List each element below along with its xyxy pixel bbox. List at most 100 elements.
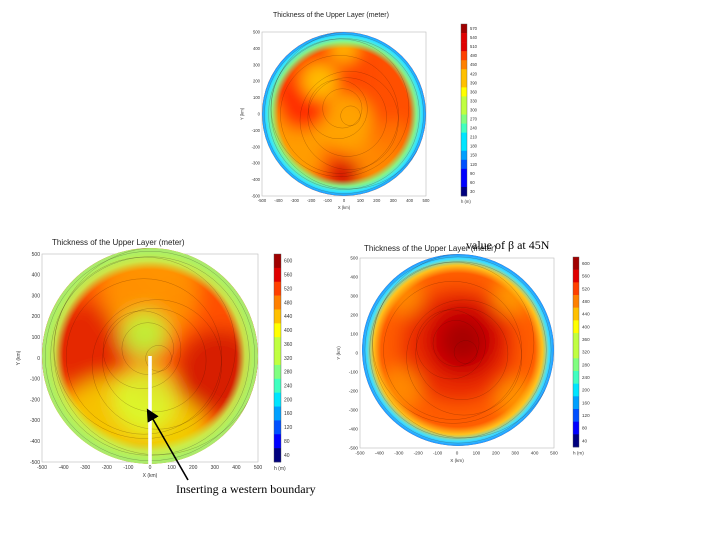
colorbar-swatch: [274, 309, 281, 324]
colorbar-swatch: [573, 333, 579, 346]
colorbar-tick-label: 80: [284, 439, 290, 445]
y-tick-label: -400: [349, 427, 359, 432]
x-tick-label: 0: [456, 451, 459, 456]
x-tick-label: -100: [433, 451, 443, 456]
x-tick-label: 500: [550, 451, 558, 456]
colorbar-tick-label: 120: [284, 425, 293, 431]
colorbar-tick-label: 600: [284, 259, 293, 265]
colorbar-tick-label: 560: [284, 273, 293, 279]
colorbar-tick-label: 360: [284, 342, 293, 348]
colorbar-swatch: [274, 351, 281, 366]
y-tick-label: 0: [258, 111, 261, 116]
y-axis-label: Y (km): [240, 107, 245, 120]
colorbar-tick-label: 40: [582, 438, 588, 443]
colorbar-swatch: [461, 24, 467, 34]
colorbar-frame: [572, 256, 580, 448]
plot-title: Thickness of the Upper Layer (meter): [52, 238, 185, 247]
colorbar-swatch: [573, 409, 579, 422]
left-thickness-plot: Thickness of the Upper Layer (meter) -50…: [16, 234, 300, 479]
x-tick-label: -400: [274, 198, 283, 203]
x-tick-label: 200: [492, 451, 500, 456]
y-tick-label: 500: [350, 256, 358, 261]
colorbar-swatch: [461, 159, 467, 170]
y-tick-label: -300: [30, 418, 40, 424]
colorbar-swatch: [274, 434, 281, 449]
heatmap-svg: -500 -400 -300 -200 -100 0 100 200 300 400 5005004…: [240, 23, 478, 210]
colorbar-tick-label: 480: [582, 299, 590, 304]
colorbar-swatch: [573, 269, 579, 283]
colorbar-tick-label: 570: [470, 26, 478, 31]
colorbar-swatch: [461, 42, 467, 52]
thickness-field: [362, 254, 554, 446]
colorbar-swatch: [573, 421, 579, 435]
colorbar-tick-label: 200: [582, 388, 590, 393]
colorbar-label: h (m): [573, 451, 584, 456]
x-tick-label: 300: [211, 465, 220, 471]
colorbar-tick-label: 200: [284, 397, 293, 403]
x-tick-label: -300: [394, 451, 404, 456]
colorbar-swatch: [573, 307, 579, 321]
colorbar-swatch: [573, 320, 579, 334]
colorbar-swatch: [274, 281, 281, 296]
colorbar-swatch: [461, 96, 467, 106]
colorbar-tick-label: 150: [470, 153, 478, 158]
y-tick-label: 100: [350, 332, 358, 337]
x-tick-label: 400: [232, 465, 241, 471]
y-tick-label: 100: [32, 335, 41, 341]
x-tick-label: -100: [323, 198, 332, 203]
colorbar-swatch: [461, 69, 467, 79]
colorbar-tick-label: 120: [470, 162, 478, 167]
y-tick-label: 200: [253, 79, 261, 84]
colorbar-swatch: [274, 364, 281, 380]
colorbar-swatch: [274, 323, 281, 338]
colorbar-swatch: [461, 186, 467, 197]
colorbar-label: h (m): [461, 199, 471, 204]
western-boundary-barrier: [148, 356, 152, 464]
colorbar-tick-label: 320: [582, 350, 590, 355]
colorbar-tick-label: 90: [470, 171, 475, 176]
colorbar-tick-label: 240: [582, 375, 590, 380]
colorbar-tick-label: 80: [582, 426, 588, 431]
thickness-field: [42, 248, 258, 464]
colorbar-swatch: [461, 123, 467, 133]
colorbar-swatch: [573, 282, 579, 296]
colorbar-tick-label: 360: [582, 337, 590, 342]
y-tick-label: -300: [252, 161, 261, 166]
colorbar-tick-label: 520: [284, 286, 293, 292]
boundary-annotation: Inserting a western boundary: [176, 482, 316, 496]
colorbar-tick-label: 420: [470, 71, 478, 76]
colorbar-swatch: [461, 87, 467, 97]
y-tick-label: 400: [253, 46, 261, 51]
y-tick-label: 300: [350, 294, 358, 299]
top-thickness-plot: Thickness of the Upper Layer (meter) -50…: [240, 8, 490, 210]
colorbar-label: h (m): [274, 466, 286, 472]
heatmap-svg: -500 -400 -300 -200 -100 0 100 200 300 400 5005004…: [16, 248, 293, 479]
y-tick-label: 500: [253, 29, 261, 34]
y-tick-label: 400: [32, 273, 41, 279]
x-tick-label: 0: [343, 198, 346, 203]
x-tick-label: -200: [102, 465, 112, 471]
y-tick-label: 400: [350, 275, 358, 280]
y-tick-label: 200: [350, 313, 358, 318]
colorbar-swatch: [274, 295, 281, 310]
right-thickness-plot: Thickness of the Upper Layer (meter) -50…: [336, 240, 600, 463]
y-tick-label: -200: [252, 144, 261, 149]
y-axis-label: Y (km): [16, 350, 22, 365]
colorbar-tick-label: 600: [582, 261, 590, 266]
colorbar-tick-label: 120: [582, 413, 590, 418]
x-tick-label: -200: [307, 198, 316, 203]
colorbar-tick-label: 450: [470, 62, 478, 67]
x-tick-label: 100: [357, 198, 365, 203]
colorbar-swatch: [461, 105, 467, 115]
y-tick-label: 300: [32, 293, 41, 299]
colorbar-tick-label: 60: [470, 180, 475, 185]
x-axis-label: X (km): [450, 458, 464, 463]
colorbar-tick-label: 400: [284, 328, 293, 334]
colorbar-swatch: [573, 434, 579, 448]
colorbar-swatch: [461, 114, 467, 124]
colorbar-tick-label: 240: [284, 383, 293, 389]
colorbar-tick-label: 400: [582, 324, 590, 329]
x-tick-label: 200: [189, 465, 198, 471]
colorbar-swatch: [573, 345, 579, 359]
